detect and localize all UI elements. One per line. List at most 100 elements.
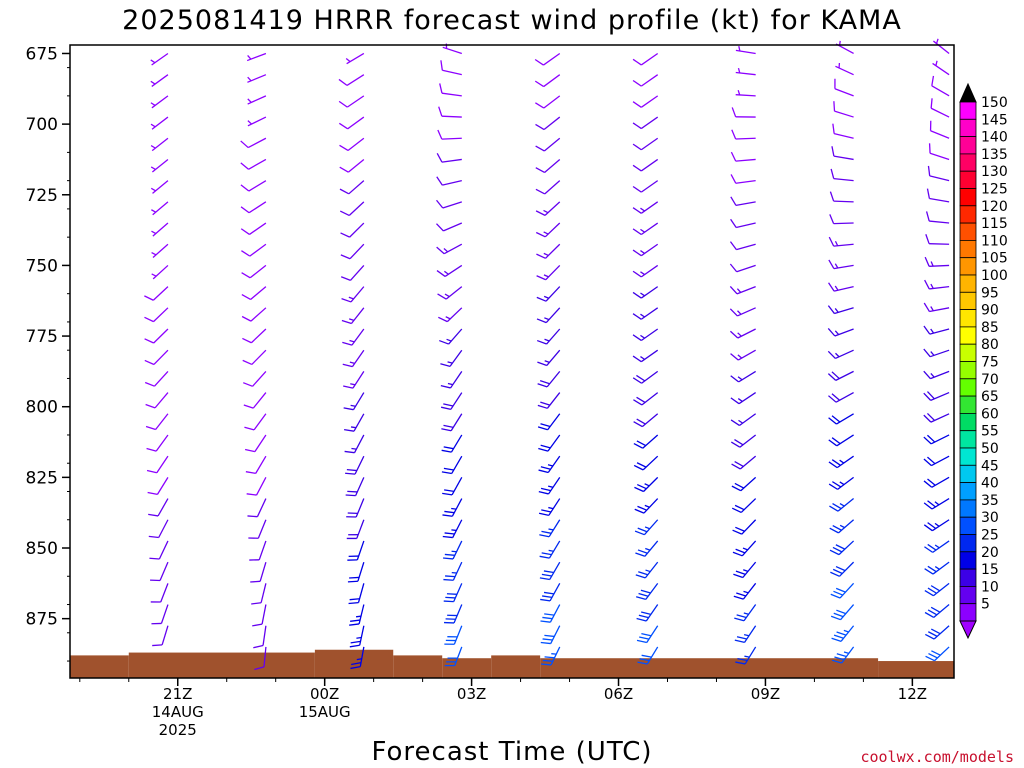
- barb-shaft: [154, 370, 169, 387]
- colorbar-label: 110: [981, 233, 1008, 249]
- barb-shaft: [543, 116, 561, 131]
- barb-half-feather: [930, 351, 935, 356]
- barb-half-feather: [737, 332, 742, 337]
- barb-shaft: [640, 286, 659, 299]
- barb-feather: [144, 295, 154, 301]
- barb-feather: [827, 328, 836, 337]
- barb-feather: [923, 392, 932, 401]
- barb-shaft: [642, 434, 659, 449]
- terrain-block: [393, 655, 443, 678]
- barb-feather: [240, 206, 250, 214]
- barb-feather: [542, 638, 553, 641]
- wind-barb: [148, 519, 169, 539]
- wind-barb: [923, 434, 950, 445]
- wind-barb: [828, 392, 854, 403]
- barb-feather: [927, 500, 936, 508]
- barb-shaft: [350, 307, 365, 324]
- barb-shaft: [929, 264, 950, 267]
- wind-barb: [539, 540, 561, 559]
- wind-barb: [927, 165, 950, 182]
- barb-feather: [632, 270, 642, 278]
- barb-feather: [637, 505, 647, 511]
- wind-barb: [344, 413, 365, 432]
- barb-feather: [634, 530, 645, 536]
- barb-shaft: [546, 328, 561, 345]
- wind-barb: [632, 95, 659, 108]
- wind-barb: [246, 477, 267, 496]
- barb-feather: [436, 223, 444, 232]
- wind-barb: [540, 604, 561, 623]
- barb-feather: [632, 185, 642, 193]
- barb-feather: [541, 552, 552, 556]
- wind-barb: [249, 540, 267, 561]
- barb-shaft: [929, 175, 950, 182]
- wind-barb: [828, 455, 854, 469]
- wind-barb: [730, 392, 757, 405]
- barb-feather: [440, 363, 451, 367]
- barb-feather: [827, 373, 837, 381]
- barb-half-feather: [444, 293, 450, 298]
- barb-feather: [536, 339, 547, 345]
- barb-shaft: [359, 625, 365, 646]
- barb-feather: [729, 308, 738, 317]
- barb-feather: [636, 418, 646, 425]
- barb-half-feather: [247, 98, 252, 103]
- barb-half-feather: [544, 360, 550, 364]
- wind-barb: [931, 75, 950, 97]
- barb-feather: [633, 421, 643, 428]
- barb-shaft: [448, 328, 463, 345]
- barb-shaft: [929, 243, 950, 245]
- barb-feather: [349, 644, 360, 648]
- barb-shaft: [250, 286, 267, 300]
- barb-feather: [438, 316, 448, 323]
- barb-shaft: [931, 85, 950, 97]
- barb-feather: [830, 571, 840, 577]
- colorbar-label: 35: [981, 493, 999, 509]
- barb-shaft: [151, 52, 169, 66]
- wind-barb: [340, 264, 365, 281]
- wind-barb: [246, 52, 267, 62]
- barb-shaft: [737, 349, 756, 361]
- barb-shaft: [640, 243, 659, 257]
- barb-feather: [734, 439, 744, 446]
- wind-barb: [242, 328, 267, 344]
- barb-feather: [146, 447, 157, 452]
- wind-barb: [923, 370, 950, 380]
- barb-feather: [733, 595, 744, 600]
- barb-half-feather: [150, 102, 156, 106]
- wind-barb: [437, 286, 463, 300]
- wind-barb: [537, 392, 561, 409]
- barb-shaft: [735, 94, 756, 97]
- barb-feather: [542, 616, 553, 620]
- barb-shaft: [263, 646, 267, 667]
- barb-shaft: [353, 413, 365, 432]
- wind-barb: [923, 325, 950, 335]
- wind-barb: [339, 201, 365, 217]
- barb-feather: [636, 396, 646, 404]
- colorbar-cell: [959, 499, 977, 518]
- barb-feather: [244, 448, 256, 453]
- barb-feather: [641, 654, 652, 658]
- barb-feather: [736, 614, 747, 619]
- barb-feather: [928, 652, 938, 659]
- barb-half-feather: [645, 547, 651, 551]
- wind-barb: [632, 307, 659, 320]
- barb-feather: [350, 619, 361, 622]
- barb-shaft: [737, 307, 756, 317]
- barb-feather: [925, 234, 930, 244]
- barb-shaft: [153, 328, 169, 344]
- barb-feather: [633, 399, 643, 406]
- wind-barb: [923, 519, 950, 532]
- barb-feather: [730, 441, 741, 448]
- barb-shaft: [544, 222, 561, 238]
- wind-barb: [636, 582, 659, 601]
- wind-barb: [349, 604, 365, 626]
- wind-barb: [436, 176, 462, 186]
- wind-barb: [444, 625, 463, 645]
- barb-shaft: [451, 477, 463, 496]
- wind-barb: [241, 264, 267, 279]
- wind-barb: [733, 561, 757, 579]
- barb-feather: [736, 636, 747, 640]
- barb-feather: [144, 359, 155, 366]
- wind-barb: [440, 60, 462, 76]
